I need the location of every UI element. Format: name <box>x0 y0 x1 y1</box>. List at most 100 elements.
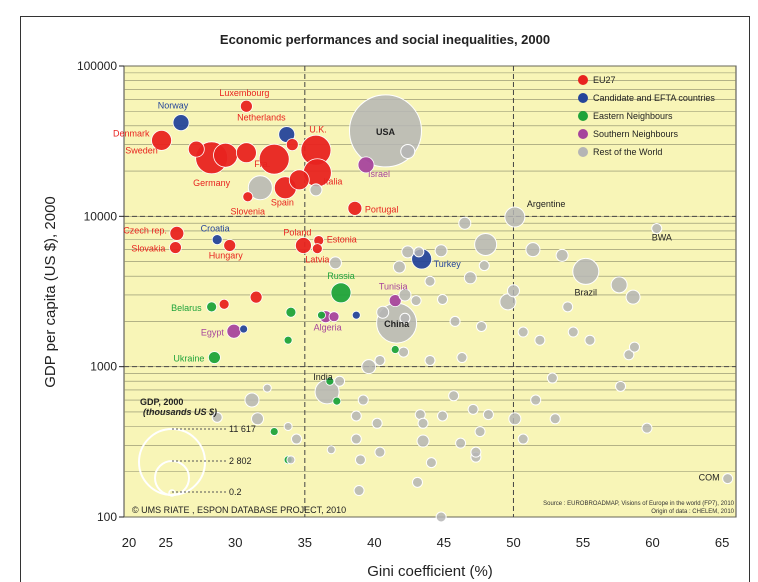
bubble <box>463 271 477 285</box>
bubble <box>242 191 254 203</box>
size-legend-title: GDP, 2000 <box>140 397 183 407</box>
x-tick-label: 20 <box>122 535 136 550</box>
bubble <box>410 295 422 307</box>
bubble <box>249 290 263 304</box>
bubble <box>361 359 377 375</box>
legend-marker <box>578 129 588 139</box>
bubble <box>226 323 242 339</box>
data-label: Slovakia <box>131 244 165 254</box>
bubble <box>504 206 526 228</box>
size-legend-circle-small <box>168 489 176 497</box>
data-label: Italia <box>323 177 342 187</box>
bubble <box>350 433 362 445</box>
bubble <box>311 243 323 255</box>
credit-note: © UMS RIATE , ESPON DATABASE PROJECT, 20… <box>132 505 346 515</box>
bubble <box>508 412 522 426</box>
bubble <box>615 380 627 392</box>
x-tick-label: 25 <box>158 535 172 550</box>
data-label: Turkey <box>434 259 462 269</box>
data-label: USA <box>376 127 396 137</box>
bubble <box>482 409 494 421</box>
bubble <box>455 437 467 449</box>
bubble <box>317 310 326 320</box>
bubble <box>374 446 386 458</box>
data-label: Hungary <box>209 250 244 260</box>
data-label: COM <box>699 473 720 483</box>
data-label: Denmark <box>113 128 150 138</box>
data-label: Portugal <box>365 204 399 214</box>
data-label: Estonia <box>327 235 357 245</box>
bubble <box>223 239 237 252</box>
bubble <box>623 349 635 361</box>
bubble <box>411 476 423 488</box>
data-label: Netherlands <box>237 112 286 122</box>
bubble <box>549 413 561 425</box>
size-legend-value: 11 617 <box>229 424 256 434</box>
grid-lines <box>124 65 736 518</box>
size-legend-value: 2 802 <box>229 456 252 466</box>
bubble <box>208 351 221 364</box>
bubble <box>285 138 299 152</box>
bubble <box>434 244 448 258</box>
bubble <box>347 200 363 216</box>
legend-marker <box>578 75 588 85</box>
bubble <box>641 422 653 434</box>
bubble <box>218 298 230 310</box>
bubble <box>283 335 293 345</box>
bubble <box>388 294 402 308</box>
y-tick-label: 100000 <box>77 59 117 73</box>
data-label: U.K. <box>309 124 327 134</box>
data-label: Brazil <box>575 287 598 297</box>
bubble <box>478 260 490 272</box>
bubble <box>357 156 375 174</box>
size-legend-subtitle: (thousands US $) <box>143 407 217 417</box>
bubble <box>376 305 390 319</box>
x-axis-ticks: 20 25 30 35 40 45 50 55 60 65 <box>122 535 730 550</box>
bubble <box>392 260 406 274</box>
bubble <box>413 246 425 258</box>
bubble <box>425 457 437 469</box>
bubble <box>251 412 265 426</box>
bubble <box>517 433 529 445</box>
bubble <box>610 276 628 294</box>
bubble <box>401 245 415 259</box>
y-tick-label: 10000 <box>84 209 118 223</box>
bubble <box>262 383 272 393</box>
bubble <box>326 445 336 455</box>
data-label: Egypt <box>201 327 225 337</box>
bubble <box>456 352 468 364</box>
bubble <box>351 310 361 320</box>
bubble <box>211 234 223 246</box>
bubble <box>371 417 383 429</box>
bubble <box>572 257 600 285</box>
bubble <box>424 275 436 287</box>
x-axis-label: Gini coefficient (%) <box>367 563 493 580</box>
y-axis-label: GDP per capita (US $), 2000 <box>42 196 59 387</box>
bubble <box>258 143 290 175</box>
bubble <box>169 241 182 254</box>
bubble <box>475 321 487 333</box>
data-bubbles <box>151 94 734 523</box>
bubble <box>474 426 486 438</box>
bubble <box>334 375 346 387</box>
data-label: Sweden <box>125 145 158 155</box>
bubble <box>235 142 257 164</box>
bubble <box>172 114 190 132</box>
bubble <box>399 312 411 324</box>
x-tick-label: 40 <box>367 535 381 550</box>
data-label: Tunisia <box>379 282 408 292</box>
bubble <box>350 410 362 422</box>
bubble <box>244 392 260 408</box>
legend-label: Candidate and EFTA countries <box>593 93 715 103</box>
bubble <box>374 354 386 366</box>
bubble <box>206 301 218 313</box>
bubble <box>534 334 546 346</box>
source-note: Source : EUROBROADMAP, Visions of Europe… <box>543 501 735 507</box>
bubble <box>628 341 640 353</box>
bubble <box>562 301 574 313</box>
bubble <box>357 394 369 406</box>
bubble <box>283 421 293 431</box>
data-label: Czech rep. <box>123 225 167 235</box>
bubble <box>286 455 296 465</box>
